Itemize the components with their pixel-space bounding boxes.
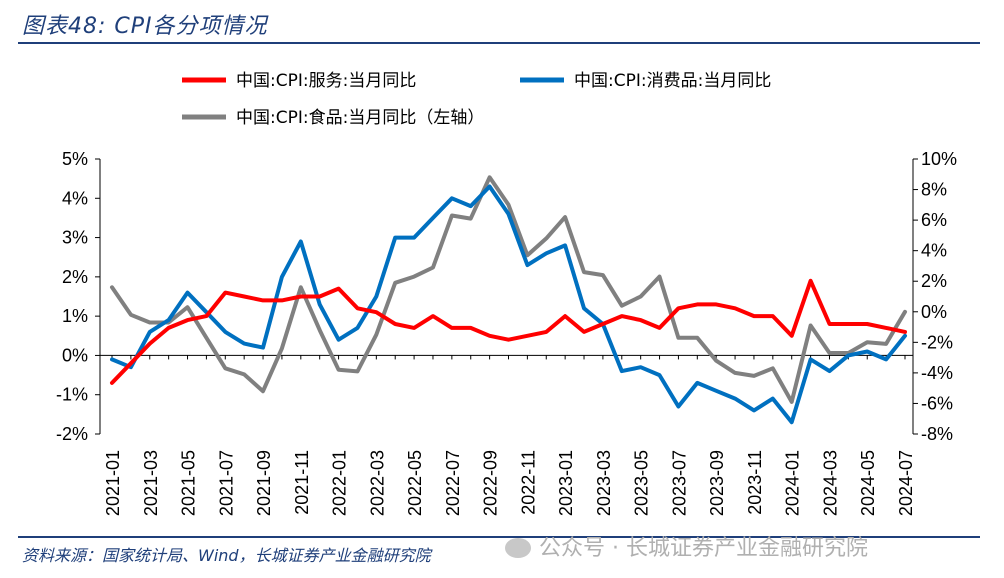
left-tick-label: 4% bbox=[62, 188, 88, 208]
watermark: 公众号 · 长城证券产业金融研究院 bbox=[505, 530, 868, 562]
left-tick-label: 1% bbox=[62, 306, 88, 326]
axes: 5% 4% 3% 2% 1% 0% -1% -2% 10% 8% 6% 4% 2% 0% -2% -4% -6%… bbox=[56, 149, 957, 444]
x-tick-label: 2023-05 bbox=[632, 450, 652, 516]
figure-title: 图表48: CPI各分项情况 bbox=[22, 14, 268, 39]
legend-label: 中国:CPI:食品:当月同比（左轴） bbox=[236, 108, 484, 128]
x-tick-label: 2024-05 bbox=[858, 450, 878, 516]
x-tick-labels: 2021-01 2021-03 2021-05 2021-07 2021-09 2021-… bbox=[103, 450, 916, 516]
left-tick-label: -2% bbox=[56, 424, 88, 444]
right-tick-label: -4% bbox=[921, 363, 953, 383]
x-tick-label: 2023-11 bbox=[745, 450, 765, 515]
x-tick-label: 2024-07 bbox=[896, 450, 916, 516]
x-tick-label: 2022-01 bbox=[330, 450, 350, 516]
legend: 中国:CPI:服务:当月同比 中国:CPI:消费品:当月同比中国:CPI:食品:当… bbox=[182, 71, 771, 128]
title-rule bbox=[18, 42, 980, 44]
x-tick-label: 2021-11 bbox=[292, 450, 312, 515]
right-tick-label: 6% bbox=[921, 210, 947, 230]
left-tick-label: 0% bbox=[62, 345, 88, 365]
series-lines bbox=[110, 175, 907, 425]
right-tick-label: -2% bbox=[921, 332, 953, 352]
right-tick-label: 4% bbox=[921, 241, 947, 261]
legend-label: 中国:CPI:消费品:当月同比 bbox=[574, 71, 771, 91]
watermark-text: 公众号 · 长城证券产业金融研究院 bbox=[539, 536, 868, 561]
left-tick-label: -1% bbox=[56, 385, 88, 405]
x-tick-label: 2021-01 bbox=[103, 450, 123, 516]
wechat-icon bbox=[505, 538, 531, 558]
x-tick-label: 2023-09 bbox=[707, 450, 727, 516]
x-tick-label: 2023-03 bbox=[594, 450, 614, 516]
series-line bbox=[110, 278, 907, 385]
x-tick-label: 2022-09 bbox=[481, 450, 501, 516]
x-tick-label: 2022-05 bbox=[405, 450, 425, 516]
left-tick-label: 5% bbox=[62, 149, 88, 169]
legend-label: 中国:CPI:服务:当月同比 bbox=[236, 71, 416, 91]
x-tick-label: 2021-03 bbox=[141, 450, 161, 516]
x-tick-label: 2024-01 bbox=[783, 450, 803, 516]
right-tick-label: 8% bbox=[921, 180, 947, 200]
left-tick-label: 3% bbox=[62, 228, 88, 248]
right-tick-label: -8% bbox=[921, 424, 953, 444]
series-line bbox=[110, 184, 907, 425]
x-tick-label: 2021-09 bbox=[254, 450, 274, 516]
series-line bbox=[110, 175, 907, 404]
right-tick-label: -6% bbox=[921, 393, 953, 413]
source-rule bbox=[18, 536, 980, 538]
x-tick-label: 2023-01 bbox=[556, 450, 576, 516]
x-tick-label: 2021-05 bbox=[179, 450, 199, 516]
source-note: 资料来源：国家统计局、Wind，长城证券产业金融研究院 bbox=[22, 546, 431, 565]
x-tick-label: 2022-11 bbox=[518, 450, 538, 515]
right-tick-label: 2% bbox=[921, 271, 947, 291]
x-tick-label: 2024-03 bbox=[820, 450, 840, 516]
x-tick-label: 2023-07 bbox=[669, 450, 689, 516]
right-tick-label: 10% bbox=[921, 149, 957, 169]
right-tick-label: 0% bbox=[921, 302, 947, 322]
x-tick-label: 2021-07 bbox=[216, 450, 236, 516]
x-tick-label: 2022-03 bbox=[367, 450, 387, 516]
cpi-line-chart: 中国:CPI:服务:当月同比 中国:CPI:消费品:当月同比中国:CPI:食品:当… bbox=[56, 71, 957, 516]
left-tick-label: 2% bbox=[62, 267, 88, 287]
x-tick-label: 2022-07 bbox=[443, 450, 463, 516]
